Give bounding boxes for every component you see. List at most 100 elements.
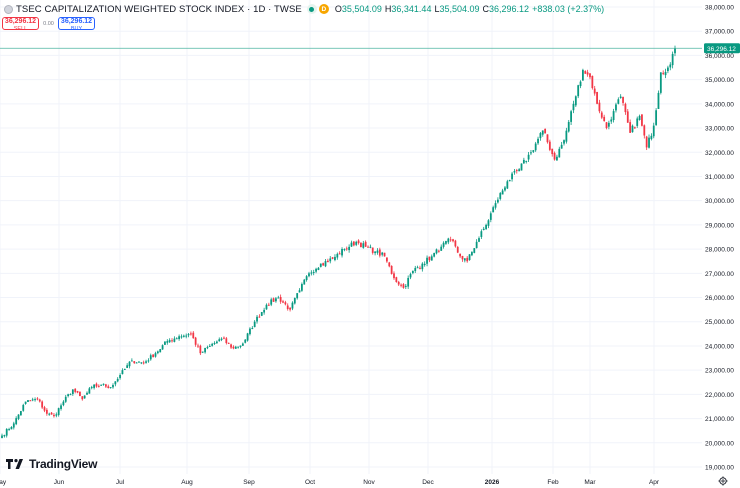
symbol-logo-icon [4,4,13,14]
candle-body [626,111,629,123]
sell-button[interactable]: 36,296.12 SELL [2,17,39,32]
candle-body [544,128,547,134]
candle-body [128,361,131,367]
candle-body [319,263,322,267]
candle-body [607,122,610,127]
candle-body [86,392,88,395]
candle-body [657,92,660,109]
candle-body [390,265,393,274]
candle-body [475,241,478,249]
candle-body [572,103,575,111]
candle-body [114,381,117,385]
candle-body [55,414,58,416]
candle-body [553,152,556,160]
candle-body [388,262,391,267]
candle-body [199,345,202,354]
candle-body [69,394,72,396]
low-value: 35,504.09 [439,4,480,14]
candle-body [173,338,176,342]
candle-body [168,340,171,343]
candle-body [256,316,258,322]
candle-body [234,346,237,349]
y-tick-label: 25,000.00 [705,319,734,326]
candle-body [381,252,384,255]
last-price-text: 36,296.12 [707,46,736,53]
candle-body [133,361,136,363]
candle-body [352,241,355,246]
candle-body [449,239,452,241]
candle-body [478,238,480,242]
tradingview-logo-icon [6,459,23,469]
time-axis[interactable]: May Jun Jul Aug Sep Oct Nov Dec 2026 Feb Mar Apr [0,479,660,486]
candle-body [471,252,473,256]
candle-body [440,246,443,251]
interval-badge[interactable]: D [318,4,329,14]
candle-body [515,170,518,172]
candle-body [161,345,164,350]
candle-body [223,337,225,339]
candle-body [603,116,606,121]
buy-label: BUY [70,25,83,32]
candle-body [466,257,469,262]
candle-body [253,321,256,328]
candle-body [605,122,608,129]
settings-gear-icon[interactable] [718,476,728,486]
candle-body [674,48,676,54]
candle-body [511,173,513,180]
market-status-icon[interactable] [306,4,317,14]
trade-buttons: 36,296.12 SELL 0.00 36,296.12 BUY [2,17,95,32]
candle-body [166,341,169,343]
candle-body [180,336,183,338]
candle-body [430,256,433,261]
candle-body [348,246,351,251]
candle-body [17,414,20,419]
candle-body [201,351,204,353]
candle-body [260,312,263,316]
candle-body [525,160,528,162]
y-tick-label: 24,000.00 [705,343,734,350]
sell-label: SELL [13,25,28,32]
price-axis[interactable]: 38,000.00 37,000.00 36,000.00 35,000.00 34,0… [705,5,734,472]
tradingview-logo[interactable]: TradingView [6,457,97,471]
candle-body [135,362,138,364]
candle-body [556,156,558,161]
candle-body [100,384,103,386]
candle-body [671,53,674,66]
candle-body [197,345,199,347]
candle-body [76,391,79,393]
candle-body [204,347,206,353]
candle-body [452,239,454,242]
candle-body [246,333,249,341]
y-tick-label: 22,000.00 [705,392,734,399]
candle-body [383,252,386,257]
y-tick-label: 21,000.00 [705,416,734,423]
candle-body [652,125,655,137]
candle-body [105,384,107,387]
candle-body [48,413,51,415]
candle-body [454,240,457,247]
candle-body [81,396,84,400]
buy-button[interactable]: 36,296.12 BUY [58,17,95,32]
candle-body [435,249,438,254]
x-tick-label: Jun [54,479,65,486]
candle-body [175,338,178,340]
candle-body [53,414,55,417]
open-label: O [334,4,342,14]
candle-body [123,368,126,370]
candle-body [437,250,440,252]
symbol-title[interactable]: TSEC CAPITALIZATION WEIGHTED STOCK INDEX… [16,3,302,15]
candle-body [286,305,289,310]
candle-body [662,72,665,74]
candle-body [617,99,620,104]
candle-body [116,378,119,382]
candle-body [315,268,317,272]
candle-body [357,240,360,244]
x-tick-label: Aug [181,479,193,486]
candle-body [90,387,93,389]
candle-body [371,247,374,253]
candle-body [442,242,445,247]
candle-body [218,339,221,342]
candle-body [565,130,568,142]
candle-body [501,190,504,195]
